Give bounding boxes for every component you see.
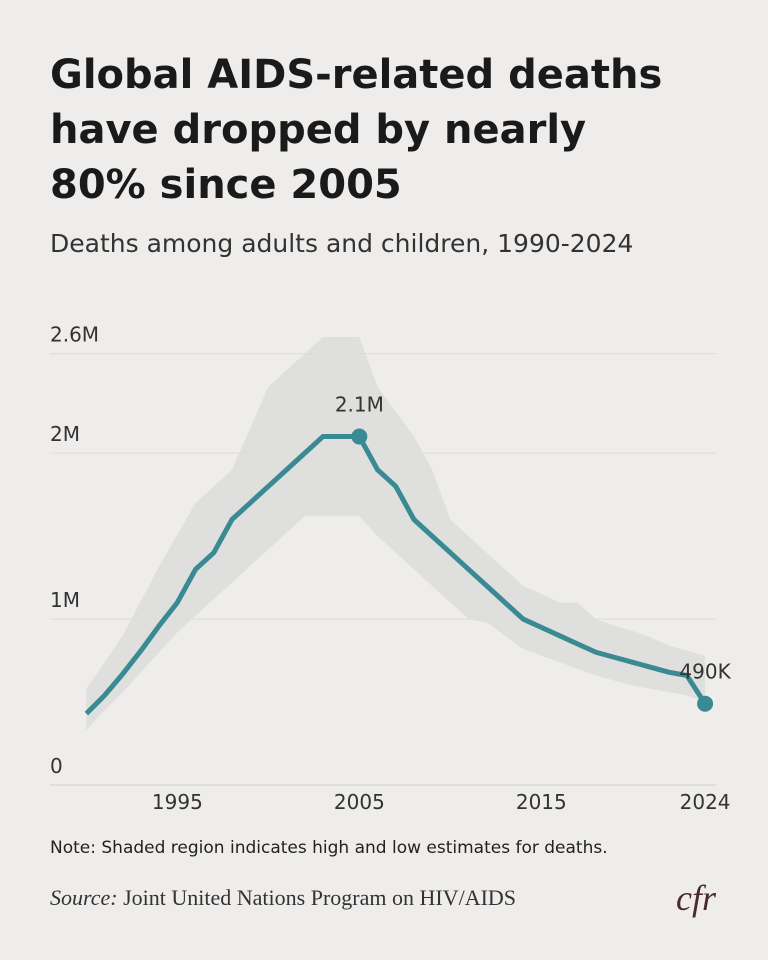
- source-label: Source:: [50, 885, 118, 910]
- x-tick-label: 2024: [680, 790, 731, 814]
- x-tick-label: 2005: [334, 790, 385, 814]
- data-label: 2.1M: [335, 393, 384, 417]
- chart-title: have dropped by nearly: [50, 107, 586, 153]
- chart-title: 80% since 2005: [50, 162, 402, 208]
- y-tick-label: 0: [50, 754, 63, 778]
- x-tick-label: 1995: [152, 790, 203, 814]
- subtitle: Deaths among adults and children, 1990-2…: [50, 229, 633, 258]
- y-tick-label: 1M: [50, 588, 80, 612]
- highlight-point: [351, 428, 368, 445]
- highlight-point: [697, 695, 714, 712]
- logo: cfr: [676, 878, 717, 918]
- source: Source: Joint United Nations Program on …: [50, 885, 516, 910]
- source-text: Joint United Nations Program on HIV/AIDS: [123, 885, 516, 910]
- x-tick-label: 2015: [516, 790, 567, 814]
- deaths-line: [84, 434, 708, 716]
- y-tick-label: 2.6M: [50, 323, 99, 347]
- data-label: 490K: [679, 660, 731, 684]
- estimate-band: [86, 337, 706, 731]
- note: Note: Shaded region indicates high and l…: [50, 838, 608, 858]
- chart-title: Global AIDS-related deaths: [50, 52, 662, 98]
- y-tick-label: 2M: [50, 422, 80, 446]
